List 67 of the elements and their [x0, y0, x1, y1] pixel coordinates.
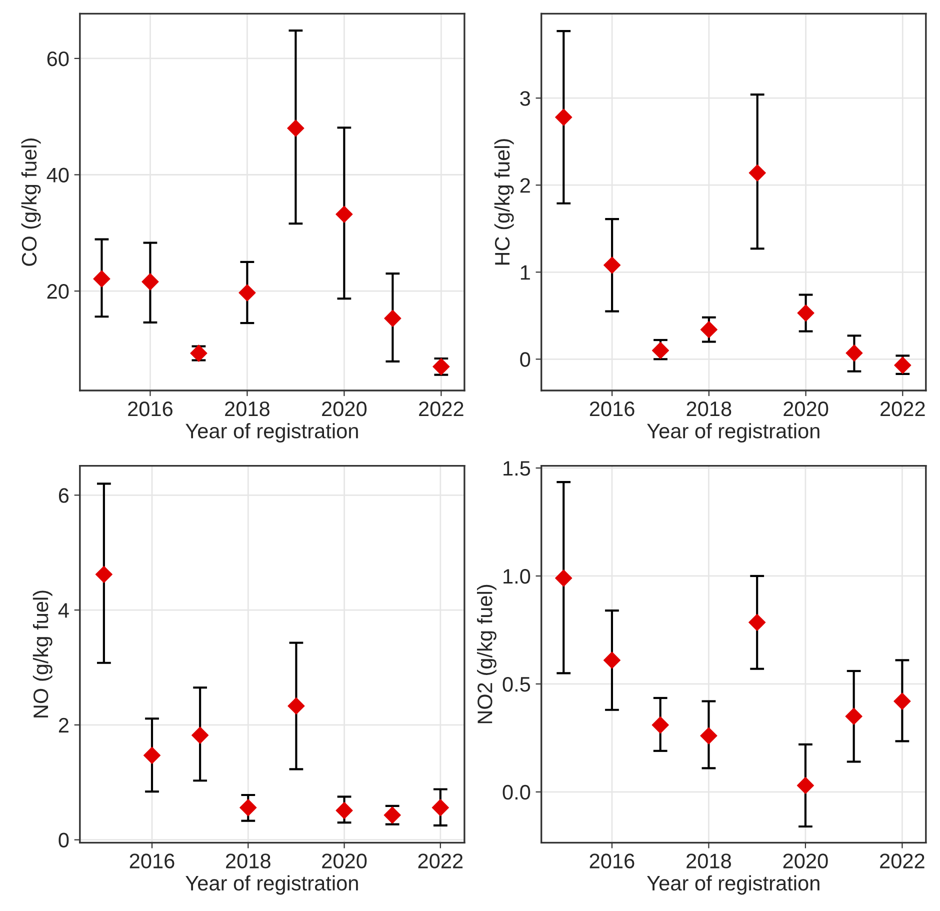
point [603, 652, 621, 669]
x-tick-label: 2016 [130, 854, 174, 868]
x-tick-label: 2016 [590, 401, 634, 416]
y-tick-label: 20 [47, 284, 69, 299]
x-axis-title: Year of registration [647, 875, 820, 895]
point [432, 799, 449, 816]
y-tick-label: 0 [520, 352, 530, 367]
x-tick-label: 2020 [322, 854, 367, 868]
x-tick-label: 2018 [226, 854, 270, 868]
point [384, 310, 402, 327]
x-tick-label: 2018 [225, 401, 270, 416]
x-tick-label: 2022 [880, 854, 924, 868]
y-tick-label: 2 [58, 718, 68, 732]
point [287, 120, 304, 137]
x-tick-label: 2022 [418, 854, 463, 868]
point [336, 206, 353, 223]
y-axis-title: NO2 (g/kg fuel) [477, 584, 496, 724]
point [603, 256, 621, 274]
y-tick-label: 2 [520, 178, 530, 193]
x-tick-label: 2020 [322, 401, 367, 416]
point [336, 802, 353, 820]
point [142, 273, 159, 290]
x-tick-label: 2018 [686, 854, 731, 868]
y-tick-label: 1.5 [504, 461, 530, 476]
point [555, 570, 572, 587]
point [700, 321, 718, 338]
point [652, 716, 669, 734]
point [700, 727, 718, 744]
y-tick-label: 6 [58, 488, 69, 503]
point [894, 692, 911, 710]
y-axis-title: CO (g/kg fuel) [21, 138, 41, 266]
x-tick-label: 2022 [419, 401, 464, 416]
y-axis-title: NO (g/kg fuel) [32, 590, 52, 718]
point [796, 776, 814, 794]
x-tick-label: 2018 [686, 401, 732, 416]
y-tick-label: 0.0 [502, 784, 530, 800]
y-tick-label: 1 [520, 265, 530, 280]
point [748, 614, 766, 631]
point [240, 799, 257, 816]
x-tick-label: 2020 [784, 401, 828, 416]
point [143, 746, 161, 764]
point [192, 726, 209, 744]
x-axis-title: Year of registration [186, 423, 358, 443]
point [748, 164, 766, 182]
point [288, 697, 305, 715]
point [846, 344, 863, 362]
point [95, 566, 112, 583]
point [797, 304, 814, 322]
y-tick-label: 1.0 [504, 568, 530, 584]
point [652, 342, 670, 360]
point [238, 284, 256, 302]
x-axis-title: Year of registration [647, 423, 820, 443]
y-axis-title: HC (g/kg fuel) [494, 139, 514, 265]
y-tick-label: 3 [520, 91, 530, 106]
y-tick-label: 40 [46, 168, 69, 182]
y-tick-label: 4 [58, 603, 69, 618]
x-tick-label: 2022 [880, 401, 925, 416]
point [845, 708, 862, 725]
x-axis-title: Year of registration [186, 875, 358, 895]
point [93, 270, 110, 288]
y-tick-label: 0.5 [502, 676, 530, 692]
x-tick-label: 2016 [128, 401, 172, 416]
y-tick-label: 0 [58, 832, 69, 848]
y-tick-label: 60 [47, 51, 69, 66]
point [555, 108, 572, 126]
x-tick-label: 2020 [783, 854, 828, 868]
x-tick-label: 2016 [590, 854, 634, 868]
